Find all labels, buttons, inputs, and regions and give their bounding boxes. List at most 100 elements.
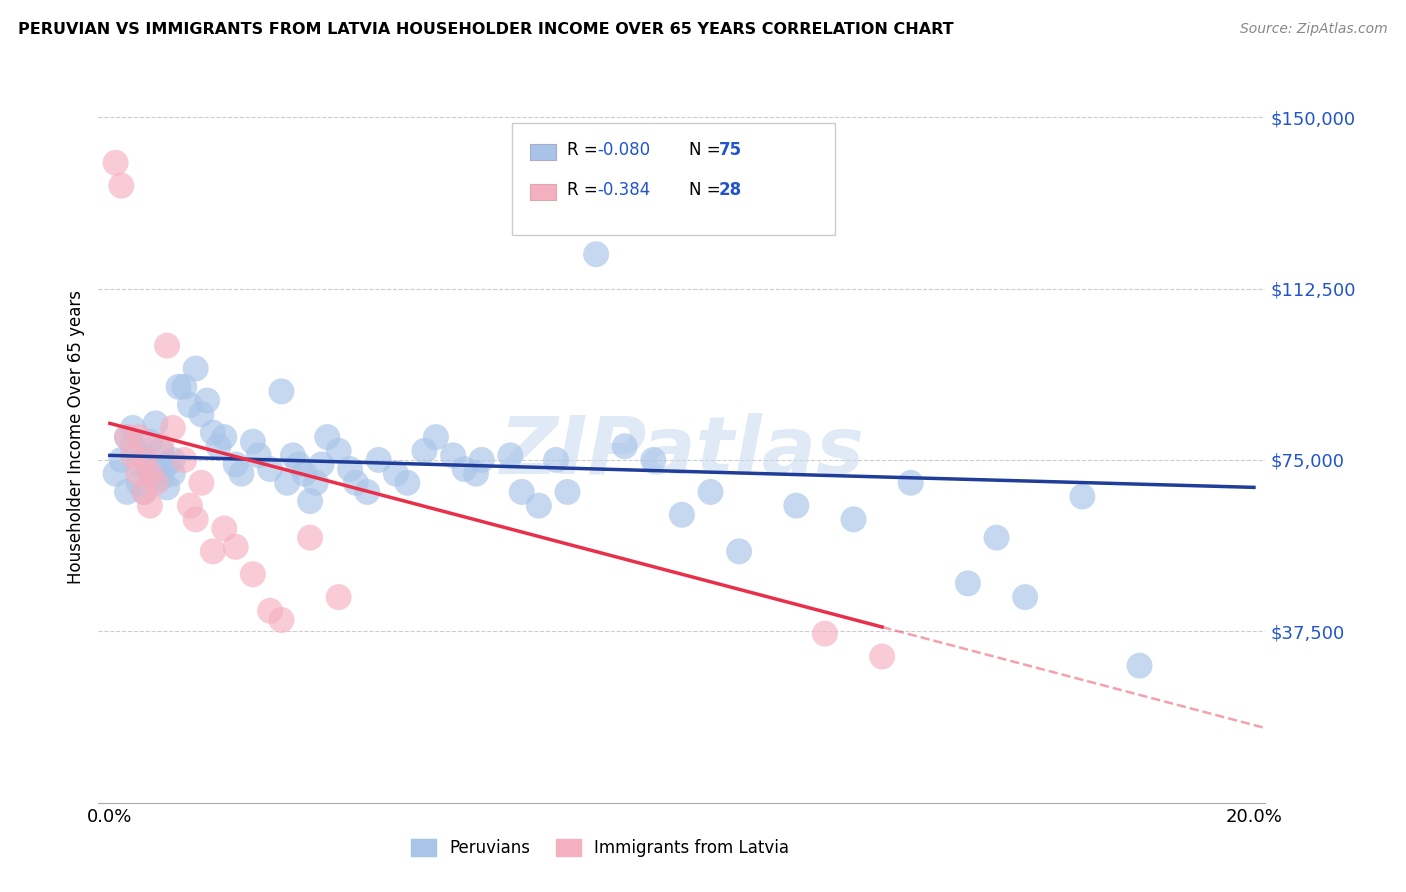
Point bbox=[179, 398, 201, 412]
Point bbox=[396, 475, 419, 490]
Point bbox=[413, 443, 436, 458]
Point bbox=[207, 439, 229, 453]
Point bbox=[471, 453, 494, 467]
Point bbox=[316, 430, 339, 444]
Point bbox=[344, 475, 367, 490]
Point bbox=[814, 626, 837, 640]
Point bbox=[127, 475, 149, 490]
Point bbox=[585, 247, 607, 261]
Point bbox=[270, 613, 292, 627]
Point bbox=[115, 430, 138, 444]
Point bbox=[150, 471, 173, 485]
Point bbox=[242, 434, 264, 449]
Point bbox=[110, 178, 132, 193]
Point bbox=[986, 531, 1008, 545]
Point bbox=[441, 448, 464, 462]
Point bbox=[179, 499, 201, 513]
Point bbox=[134, 484, 156, 499]
Point bbox=[900, 475, 922, 490]
Point bbox=[510, 484, 533, 499]
Point bbox=[225, 458, 247, 472]
Point bbox=[201, 544, 224, 558]
Point bbox=[214, 521, 236, 535]
Point bbox=[104, 467, 127, 481]
Point bbox=[557, 484, 579, 499]
Point bbox=[162, 453, 184, 467]
Text: PERUVIAN VS IMMIGRANTS FROM LATVIA HOUSEHOLDER INCOME OVER 65 YEARS CORRELATION : PERUVIAN VS IMMIGRANTS FROM LATVIA HOUSE… bbox=[18, 22, 953, 37]
Point bbox=[643, 453, 665, 467]
Text: N =: N = bbox=[689, 181, 725, 199]
Point bbox=[453, 462, 475, 476]
Point bbox=[842, 512, 865, 526]
Text: N =: N = bbox=[689, 141, 725, 159]
Point bbox=[425, 430, 447, 444]
Point bbox=[121, 439, 143, 453]
Point bbox=[156, 338, 179, 352]
Point bbox=[699, 484, 721, 499]
Point bbox=[139, 499, 162, 513]
Point bbox=[162, 467, 184, 481]
Point bbox=[385, 467, 408, 481]
Point bbox=[104, 155, 127, 169]
Text: ZIPatlas: ZIPatlas bbox=[499, 413, 865, 491]
Point bbox=[247, 448, 270, 462]
Point bbox=[139, 467, 162, 481]
Point bbox=[613, 439, 636, 453]
Point bbox=[242, 567, 264, 582]
Point bbox=[190, 475, 212, 490]
Point bbox=[145, 417, 167, 431]
Point bbox=[156, 458, 179, 472]
Point bbox=[499, 448, 522, 462]
Point bbox=[292, 467, 315, 481]
Point bbox=[127, 458, 149, 472]
Point bbox=[785, 499, 807, 513]
Point bbox=[134, 484, 156, 499]
Point bbox=[150, 443, 173, 458]
Point bbox=[259, 462, 281, 476]
Text: 28: 28 bbox=[718, 181, 742, 199]
Point bbox=[299, 531, 322, 545]
Point bbox=[145, 475, 167, 490]
Point bbox=[139, 434, 162, 449]
Point bbox=[127, 430, 149, 444]
Text: 75: 75 bbox=[718, 141, 742, 159]
Point bbox=[527, 499, 550, 513]
Point bbox=[328, 443, 350, 458]
Point bbox=[270, 384, 292, 399]
Point bbox=[173, 453, 195, 467]
Point bbox=[173, 380, 195, 394]
Point bbox=[214, 430, 236, 444]
Text: -0.384: -0.384 bbox=[598, 181, 651, 199]
Point bbox=[167, 380, 190, 394]
Point bbox=[115, 484, 138, 499]
Legend: Peruvians, Immigrants from Latvia: Peruvians, Immigrants from Latvia bbox=[405, 832, 796, 864]
Point bbox=[367, 453, 389, 467]
Point bbox=[728, 544, 751, 558]
Point bbox=[150, 439, 173, 453]
Point bbox=[1014, 590, 1036, 604]
Point bbox=[259, 604, 281, 618]
Point bbox=[115, 430, 138, 444]
Point bbox=[956, 576, 979, 591]
Point bbox=[671, 508, 693, 522]
Point bbox=[305, 475, 328, 490]
Point bbox=[544, 453, 567, 467]
Point bbox=[184, 361, 207, 376]
Point bbox=[195, 393, 218, 408]
Point bbox=[134, 453, 156, 467]
Point bbox=[139, 467, 162, 481]
Point bbox=[134, 448, 156, 462]
Point bbox=[190, 407, 212, 421]
Point bbox=[311, 458, 333, 472]
Point bbox=[225, 540, 247, 554]
Point bbox=[184, 512, 207, 526]
Point bbox=[870, 649, 893, 664]
Text: -0.080: -0.080 bbox=[598, 141, 651, 159]
Point bbox=[127, 467, 149, 481]
Point bbox=[156, 480, 179, 494]
Point bbox=[276, 475, 298, 490]
Point bbox=[287, 458, 309, 472]
Point bbox=[1071, 490, 1094, 504]
Point bbox=[121, 421, 143, 435]
Point bbox=[1128, 658, 1150, 673]
